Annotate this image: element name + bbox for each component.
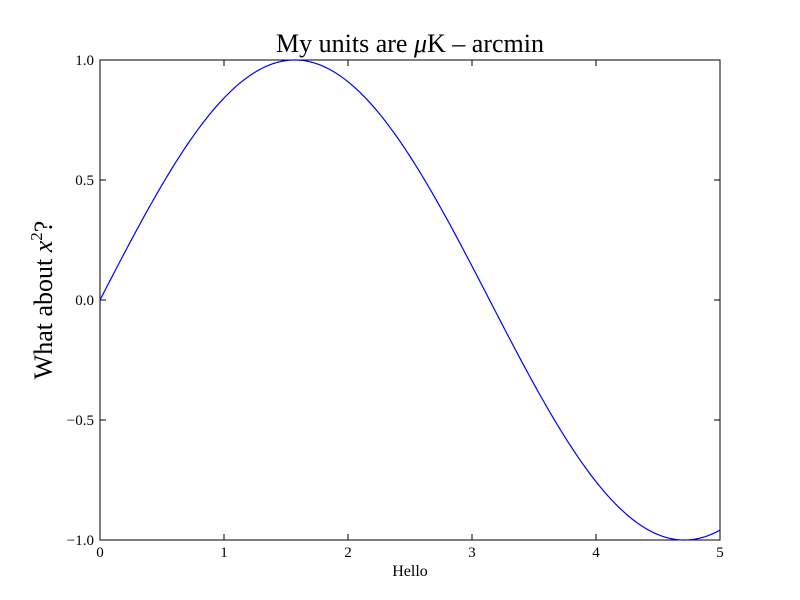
y-tick-label: −1.0 [67, 533, 94, 549]
y-axis-label-superscript: 2 [27, 232, 46, 241]
x-tick-label: 2 [344, 545, 352, 561]
x-tick-label: 5 [716, 545, 724, 561]
chart-title-suffix: K – arcmin [427, 29, 544, 58]
x-axis-ticks: 0 1 2 3 4 5 [96, 60, 724, 561]
y-tick-label: 0.5 [75, 173, 94, 189]
x-axis-label: Hello [392, 563, 428, 580]
y-axis-label: What about x2? [27, 221, 58, 380]
plot-area: 0 1 2 3 4 5 −1.0 −0.5 0.0 0.5 1.0 [67, 53, 724, 561]
y-tick-label: 0.0 [75, 293, 94, 309]
y-axis-label-suffix: ? [29, 221, 58, 233]
y-axis-ticks: −1.0 −0.5 0.0 0.5 1.0 [67, 53, 720, 549]
chart-title-math: μ [413, 29, 427, 58]
x-tick-label: 3 [468, 545, 476, 561]
y-tick-label: 1.0 [75, 53, 94, 69]
series-layer [99, 59, 721, 541]
y-tick-label: −0.5 [67, 413, 94, 429]
x-tick-label: 0 [96, 545, 104, 561]
series-line-sin [99, 59, 721, 541]
y-axis-label-math: x [29, 240, 58, 253]
x-tick-label: 4 [592, 545, 600, 561]
y-axis-label-prefix: What about [29, 252, 58, 379]
chart-title-prefix: My units are [276, 29, 414, 58]
x-tick-label: 1 [220, 545, 228, 561]
chart-title: My units are μK – arcmin [276, 29, 544, 58]
